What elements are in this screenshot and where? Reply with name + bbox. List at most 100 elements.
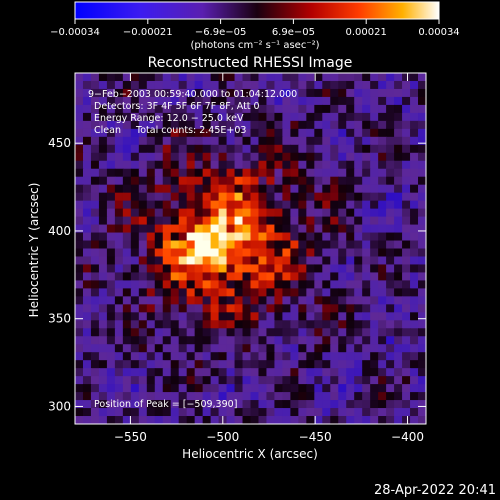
heatmap-cell xyxy=(290,368,299,377)
heatmap-cell xyxy=(258,248,268,258)
heatmap-cell xyxy=(306,200,315,210)
heatmap-cell xyxy=(410,152,419,162)
heatmap-cell xyxy=(274,352,284,361)
heatmap-cell xyxy=(170,128,180,138)
heatmap-cell xyxy=(266,336,276,345)
heatmap-cell xyxy=(90,368,100,377)
heatmap-cell xyxy=(106,384,116,393)
heatmap-cell xyxy=(402,128,411,138)
heatmap-cell xyxy=(106,248,116,258)
heatmap-cell xyxy=(274,152,284,162)
heatmap-cell xyxy=(338,136,347,146)
heatmap-cell xyxy=(194,416,204,424)
heatmap-cell xyxy=(314,272,323,282)
heatmap-cell xyxy=(306,192,315,202)
heatmap-cell xyxy=(226,344,236,353)
heatmap-cell xyxy=(122,128,132,138)
heatmap-cell xyxy=(290,224,299,234)
heatmap-cell xyxy=(194,232,204,242)
heatmap-cell xyxy=(130,336,140,345)
heatmap-cell xyxy=(258,296,268,305)
heatmap-cell xyxy=(154,216,164,226)
heatmap-cell xyxy=(138,280,148,289)
heatmap-cell xyxy=(290,136,299,146)
heatmap-cell xyxy=(394,120,403,130)
heatmap-cell xyxy=(138,408,148,417)
heatmap-cell xyxy=(218,88,228,98)
heatmap-cell xyxy=(114,256,124,266)
heatmap-cell xyxy=(266,280,276,289)
heatmap-cell xyxy=(402,328,411,337)
heatmap-cell xyxy=(402,248,411,258)
heatmap-cell xyxy=(290,248,299,258)
heatmap-cell xyxy=(258,312,268,321)
heatmap-cell xyxy=(130,288,140,297)
heatmap-cell xyxy=(330,400,339,409)
heatmap-cell xyxy=(98,368,108,377)
heatmap-cell xyxy=(370,264,379,274)
heatmap-cell xyxy=(258,400,268,409)
heatmap-cell xyxy=(370,96,379,106)
heatmap-cell xyxy=(146,80,156,90)
heatmap-cell xyxy=(194,336,204,345)
heatmap-cell xyxy=(75,288,84,297)
heatmap-cell xyxy=(362,232,371,242)
heatmap-cell xyxy=(258,112,268,122)
heatmap-cell xyxy=(322,144,331,154)
heatmap-cell xyxy=(154,80,164,90)
annotation-detectors: Detectors: 3F 4F 5F 6F 7F 8F, Att 0 xyxy=(94,101,260,112)
heatmap-cell xyxy=(362,416,371,424)
heatmap-cell xyxy=(162,288,172,297)
heatmap-cell xyxy=(122,160,132,170)
heatmap-cell xyxy=(386,104,395,114)
heatmap-cell xyxy=(138,80,148,90)
heatmap-cell xyxy=(282,216,291,226)
heatmap-cell xyxy=(322,328,331,337)
heatmap-cell xyxy=(154,360,164,369)
heatmap-cell xyxy=(210,224,220,234)
heatmap-cell xyxy=(274,96,284,106)
heatmap-cell xyxy=(266,288,276,297)
heatmap-cell xyxy=(322,96,331,106)
heatmap-cell xyxy=(250,160,260,170)
heatmap-cell xyxy=(226,248,236,258)
heatmap-cell xyxy=(178,336,188,345)
heatmap-cell xyxy=(338,360,347,369)
heatmap-cell xyxy=(218,96,228,106)
heatmap-cell xyxy=(410,232,419,242)
heatmap-cell xyxy=(75,352,84,361)
heatmap-cell xyxy=(186,128,196,138)
heatmap-cell xyxy=(90,216,100,226)
annotation-energy-range: Energy Range: 12.0 − 25.0 keV xyxy=(94,113,244,124)
heatmap-cell xyxy=(234,112,244,122)
heatmap-cell xyxy=(82,368,92,377)
heatmap-cell xyxy=(194,304,204,313)
heatmap-cell xyxy=(138,392,148,401)
heatmap-cell xyxy=(202,128,212,138)
heatmap-cell xyxy=(346,200,355,210)
heatmap-cell xyxy=(154,288,164,297)
heatmap-cell xyxy=(218,392,228,401)
heatmap-cell xyxy=(138,96,148,106)
heatmap-cell xyxy=(130,304,140,313)
heatmap-cell xyxy=(75,192,84,202)
heatmap-cell xyxy=(346,288,355,297)
heatmap-cell xyxy=(106,104,116,114)
heatmap-cell xyxy=(210,192,220,202)
heatmap-cell xyxy=(242,128,252,138)
heatmap-cell xyxy=(282,184,291,194)
heatmap-cell xyxy=(250,176,260,186)
heatmap-cell xyxy=(362,304,371,313)
heatmap-cell xyxy=(346,104,355,114)
heatmap-cell xyxy=(306,336,315,345)
heatmap-cell xyxy=(338,208,347,218)
heatmap-cell xyxy=(234,272,244,282)
heatmap-cell xyxy=(330,240,339,250)
heatmap-cell xyxy=(378,176,387,186)
heatmap-cell xyxy=(338,416,347,424)
heatmap-cell xyxy=(290,128,299,138)
heatmap-cell xyxy=(378,392,387,401)
heatmap-cell xyxy=(178,312,188,321)
heatmap-cell xyxy=(202,312,212,321)
heatmap-cell xyxy=(362,240,371,250)
